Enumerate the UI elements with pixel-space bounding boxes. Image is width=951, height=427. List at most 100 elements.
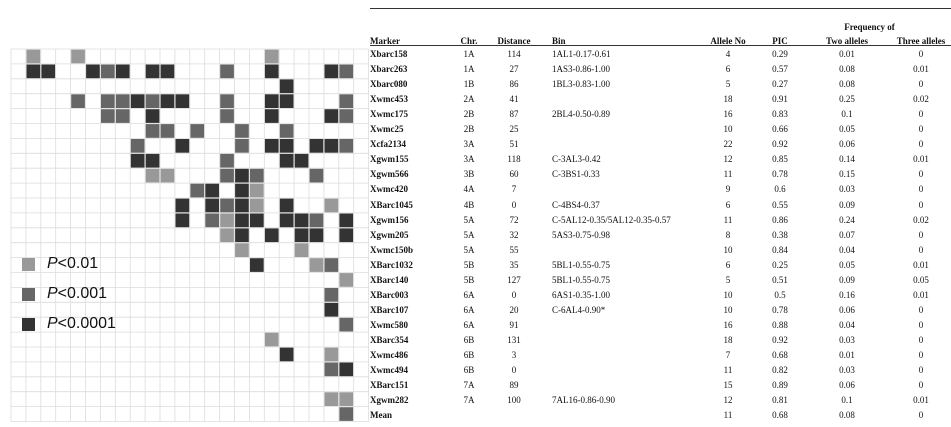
- cell-pic: 0.29: [772, 49, 788, 59]
- header-three-alleles: Three alleles: [896, 36, 946, 46]
- matrix-cell: [264, 64, 279, 79]
- cell-allele: 10: [723, 289, 733, 300]
- matrix-cell: [190, 183, 205, 198]
- cell-marker: Xgwm566: [370, 169, 409, 180]
- matrix-cell: [41, 64, 56, 79]
- cell-three: 0: [918, 229, 924, 240]
- matrix-cell: [220, 109, 234, 123]
- cell-chr: 1A: [463, 49, 475, 59]
- table-row: Xwmc420 4A 7 9 0.6 0.03 0: [370, 182, 951, 197]
- matrix-cell: [235, 168, 249, 183]
- legend-threshold: <0.0001: [57, 315, 116, 332]
- cell-distance: 131: [507, 334, 521, 345]
- cell-bin: 6AS1-0.35-1.00: [552, 289, 610, 300]
- ld-matrix: [10, 48, 370, 422]
- cell-distance: 27: [509, 64, 519, 75]
- cell-pic: 0.68: [772, 410, 788, 421]
- matrix-cell: [235, 198, 249, 213]
- cell-allele: 18: [723, 94, 733, 105]
- matrix-cell: [160, 124, 175, 138]
- cell-pic: 0.38: [772, 229, 788, 240]
- cell-two: 0.1: [841, 395, 853, 406]
- matrix-cell: [339, 407, 354, 421]
- header-marker: Marker: [370, 36, 400, 46]
- cell-allele: 11: [723, 365, 733, 376]
- cell-allele: 16: [723, 319, 733, 330]
- cell-allele: 12: [723, 154, 733, 165]
- cell-allele: 6: [725, 259, 731, 270]
- cell-marker: Xwmc25: [370, 124, 404, 135]
- cell-pic: 0.25: [772, 259, 788, 270]
- cell-chr: 2B: [463, 109, 475, 120]
- matrix-cell: [101, 109, 115, 123]
- cell-marker: Xwmc175: [370, 109, 408, 120]
- table-row: Xbarc080 1B 86 1BL3-0.83-1.00 5 0.27 0.08 0: [370, 77, 951, 92]
- cell-distance: 100: [507, 395, 521, 406]
- cell-distance: 0: [511, 365, 517, 376]
- matrix-cell: [115, 94, 130, 108]
- cell-three: 0: [918, 380, 924, 391]
- matrix-cell: [190, 124, 205, 138]
- table-row: Xbarc158 1A 114 1AL1-0.17-0.61 4 0.29 0.01 0: [370, 47, 951, 62]
- cell-three: 0: [918, 365, 924, 376]
- cell-two: 0.09: [839, 274, 855, 285]
- matrix-cell: [205, 198, 219, 213]
- cell-bin: C-4BS4-0.37: [552, 199, 600, 210]
- cell-allele: 5: [725, 274, 731, 285]
- cell-three: 0: [918, 169, 924, 180]
- matrix-cell: [294, 213, 309, 228]
- cell-marker: Xbarc158: [370, 49, 408, 59]
- cell-two: 0.03: [839, 365, 855, 376]
- cell-chr: 2B: [463, 124, 475, 135]
- cell-two: 0.24: [839, 214, 855, 225]
- cell-pic: 0.57: [772, 64, 788, 75]
- cell-bin: 1BL3-0.83-1.00: [552, 79, 610, 90]
- matrix-cell: [324, 302, 339, 317]
- cell-three: 0.01: [913, 154, 929, 165]
- cell-pic: 0.86: [772, 214, 788, 225]
- cell-allele: 22: [723, 139, 733, 150]
- cell-three: 0.05: [913, 274, 929, 285]
- matrix-cell: [324, 64, 339, 79]
- cell-chr: 6B: [463, 365, 475, 376]
- cell-chr: 4A: [463, 184, 475, 195]
- cell-chr: 5A: [463, 214, 475, 225]
- cell-chr: 5B: [463, 259, 475, 270]
- cell-chr: 4B: [463, 199, 475, 210]
- matrix-cell: [294, 243, 309, 257]
- cell-bin: C-3BS1-0.33: [552, 169, 600, 180]
- table-row: Mean 11 0.68 0.08 0: [370, 408, 951, 423]
- legend-threshold: <0.001: [57, 285, 108, 302]
- cell-marker: XBarc1045: [370, 199, 413, 210]
- cell-allele: 6: [725, 199, 731, 210]
- cell-allele: 4: [725, 49, 731, 59]
- cell-chr: 2A: [463, 94, 475, 105]
- cell-bin: 7AL16-0.86-0.90: [552, 395, 615, 406]
- table-row: Xbarc263 1A 27 1AS3-0.86-1.00 6 0.57 0.08 0.01: [370, 62, 951, 77]
- legend-swatch-dark: [22, 317, 35, 331]
- cell-allele: 8: [725, 229, 731, 240]
- cell-marker: Xgwm155: [370, 154, 409, 165]
- cell-chr: 3B: [463, 169, 475, 180]
- matrix-cell: [339, 317, 354, 332]
- matrix-cell: [324, 347, 339, 362]
- cell-distance: 0: [511, 289, 517, 300]
- cell-marker: XBarc354: [370, 334, 409, 345]
- cell-chr: 7A: [463, 380, 475, 391]
- cell-bin: C-3AL3-0.42: [552, 154, 601, 165]
- table-row: Xwmc486 6B 3 7 0.68 0.01 0: [370, 348, 951, 363]
- legend-p-label: P: [47, 315, 58, 332]
- cell-pic: 0.66: [772, 124, 788, 135]
- legend-item-p00001: P<0.0001: [22, 314, 116, 334]
- table-row: Xwmc175 2B 87 2BL4-0.50-0.89 16 0.83 0.1 0: [370, 107, 951, 122]
- table-row: Xgwm566 3B 60 C-3BS1-0.33 11 0.78 0.15 0: [370, 167, 951, 182]
- cell-bin: 5BL1-0.55-0.75: [552, 274, 610, 285]
- matrix-cell: [250, 183, 264, 198]
- cell-marker: XBarc140: [370, 274, 409, 285]
- cell-pic: 0.85: [772, 154, 788, 165]
- matrix-cell: [279, 198, 294, 213]
- cell-pic: 0.92: [772, 334, 788, 345]
- matrix-cell: [264, 49, 279, 64]
- matrix-cell: [220, 168, 234, 183]
- cell-two: 0.05: [839, 259, 855, 270]
